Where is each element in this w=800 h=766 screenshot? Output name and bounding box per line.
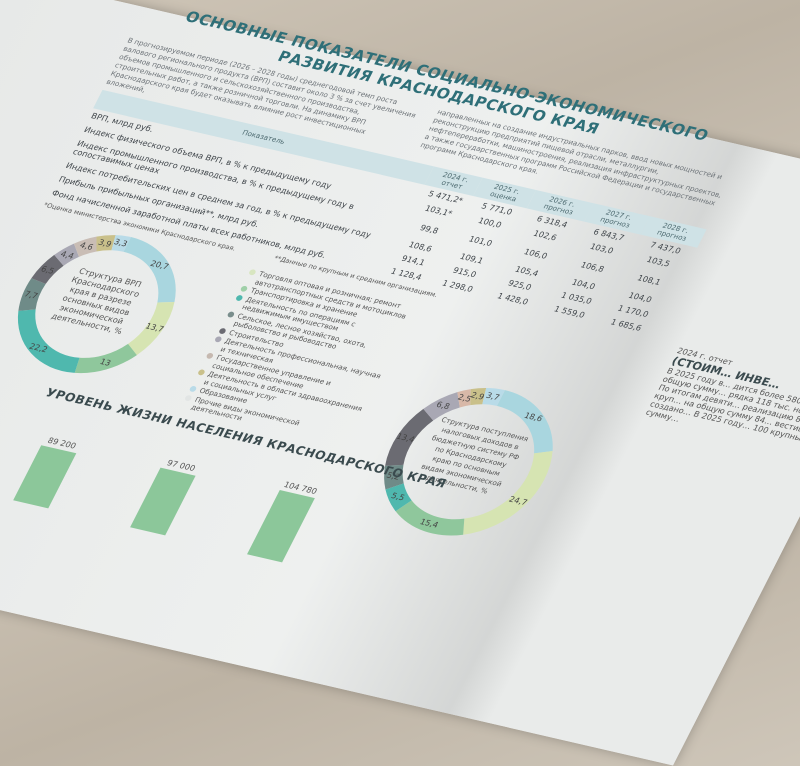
legend-swatch [239,285,249,293]
legend: Торговля оптовая и розничная; ремонт авт… [179,268,417,448]
donut-segment [74,343,137,374]
donut-segment [31,254,64,284]
bar [130,467,196,536]
bar [247,490,315,563]
donut-segment [482,387,505,406]
donut-segment [18,278,46,311]
donut-svg [17,235,176,374]
donut-segment [385,408,434,466]
legend-swatch [205,352,215,360]
donut-segment [96,235,116,252]
donut-segment [457,389,471,408]
donut-segment [17,309,80,373]
legend-swatch [197,368,206,376]
donut-segment [496,390,553,454]
legend-swatch [226,310,236,318]
donut-segment [423,392,460,421]
legend-swatch [184,394,193,402]
donut-segment [54,243,79,266]
grp-structure-donut: Структура ВРП Краснодарского края в разр… [0,218,205,389]
donut-segment [73,236,97,257]
donut-segment [128,302,175,356]
legend-swatch [218,327,228,335]
legend-swatch [213,335,223,343]
legend-swatch [235,294,244,301]
legend-swatch [248,268,257,276]
donut-segment [111,235,131,252]
legend-swatch [188,385,198,393]
donut-segment [470,387,487,406]
bar [13,445,77,509]
right-page: 2024 г. отчет (СТОИМ… ИНВЕ… В 2025 году … [644,346,800,456]
donut-segment [123,237,176,303]
